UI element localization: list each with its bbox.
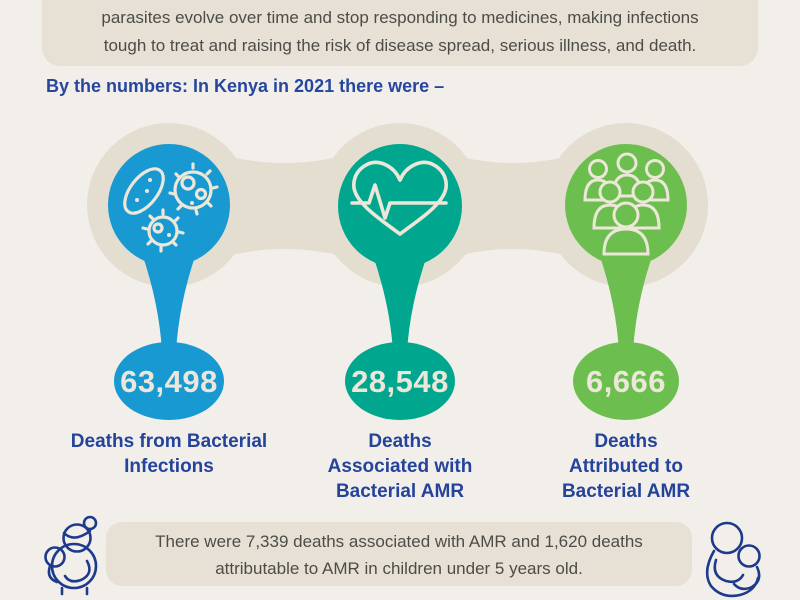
intro-line-3: tough to treat and raising the risk of d… [103,36,697,55]
mother-holding-baby-icon [44,515,98,596]
intro-line-2: parasites evolve over time and stop resp… [101,8,699,27]
droplet-deaths-associated [338,144,462,420]
footnote-line-1: There were 7,339 deaths associated with … [155,532,643,551]
stat-label-deaths-attributed: Deaths Attributed to Bacterial AMR [561,431,691,502]
section-heading: By the numbers: In Kenya in 2021 there w… [46,76,445,96]
footnote-text-box: There were 7,339 deaths associated with … [106,522,692,586]
bacteria-icon [123,162,219,253]
stat-value-bacterial-infections: 63,498 [120,364,218,399]
stat-label-bacterial-infections: Deaths from Bacterial Infections [70,431,268,477]
droplet-bacterial-infections [108,144,230,420]
stat-label-deaths-associated: Deaths Associated with Bacterial AMR [327,431,473,502]
stat-value-deaths-attributed: 6,666 [585,364,667,399]
heartbeat-heart-icon [350,160,448,236]
stat-value-deaths-associated: 28,548 [351,364,449,399]
people-group-icon [583,152,670,256]
intro-text-box: Antimicrobial Resistance (AMR) happens w… [42,0,758,66]
footnote-line-2: attributable to AMR in children under 5 … [215,559,583,578]
parent-holding-child-icon [705,521,761,598]
